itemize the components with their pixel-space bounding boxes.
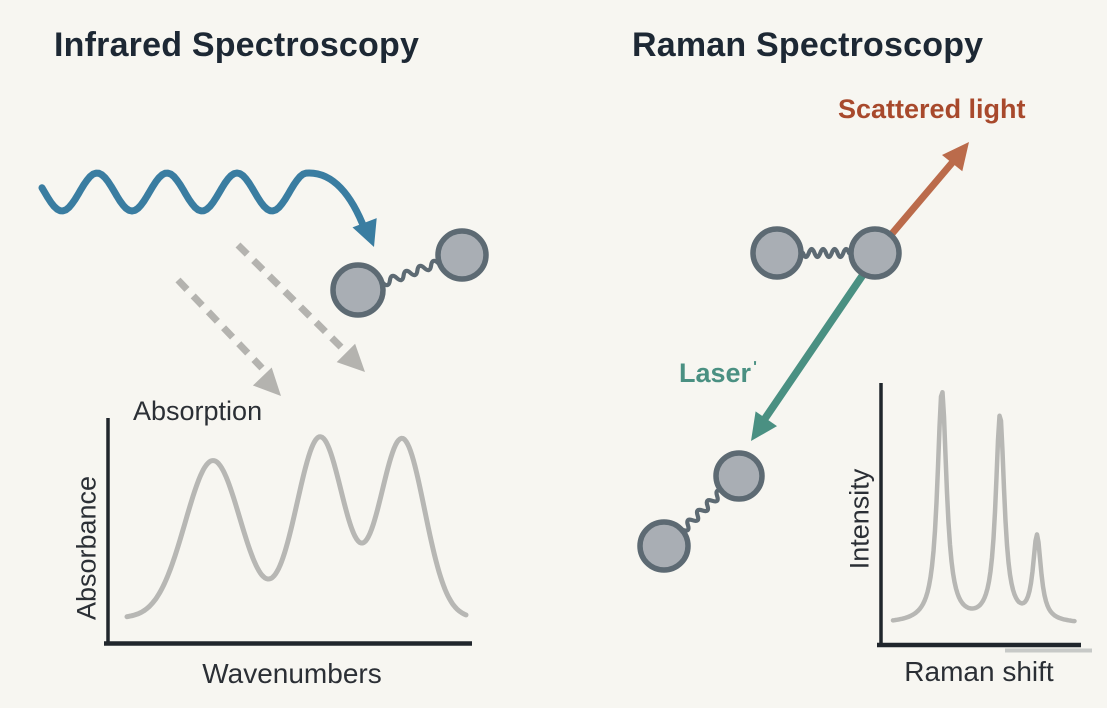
ir-light-wave (38, 169, 369, 234)
laser-label-text: Laser (679, 358, 752, 388)
ir-molecule-atom-2 (435, 228, 489, 282)
ir-molecule-atom-1 (330, 262, 386, 318)
scattered-arrow-line (886, 153, 961, 240)
laser-arrow-line (760, 259, 875, 424)
raman-molecule-bottom-atom-1 (713, 450, 765, 502)
laser-superscript-mark: ʹ (753, 359, 757, 376)
raman-molecule-top-bond-spring (800, 246, 852, 260)
ir-title: Infrared Spectroscopy (54, 26, 420, 64)
ir-spectrum-curve (124, 434, 469, 620)
ir-molecule-bond-spring (380, 258, 441, 288)
laser-label: Laser ʹ (679, 358, 757, 389)
ir-dashed-arrow-1-line (235, 242, 349, 355)
ir-dashed-arrow-2-line (175, 277, 265, 371)
ir-dashed-arrow-1-head (336, 343, 365, 372)
raman-molecule-top-atom-1 (750, 226, 804, 280)
ir-wave-arrowhead (352, 218, 377, 247)
ir-incident-wave-group (38, 169, 377, 247)
scattered-arrowhead (942, 142, 969, 172)
ir-dashed-arrow-2-head (252, 367, 281, 396)
raman-yaxis-label: Intensity (844, 468, 875, 570)
ir-yaxis-label: Absorbance (71, 475, 102, 621)
raman-xaxis-label: Raman shift (904, 656, 1054, 687)
raman-laser-arrow-group (751, 259, 875, 441)
ir-dashed-arrows-group (175, 242, 365, 396)
molecules-group (330, 226, 902, 573)
raman-spectrum-curve (890, 389, 1077, 624)
spectrum-curves-group (124, 389, 1077, 624)
ir-xaxis-label: Wavenumbers (202, 658, 382, 689)
raman-molecule-top-atom-2 (848, 226, 902, 280)
raman-molecule-bottom-bond-spring (680, 488, 725, 533)
raman-scattered-arrow-group (886, 142, 969, 240)
scattered-light-label: Scattered light (838, 94, 1026, 124)
laser-arrowhead (751, 411, 777, 441)
raman-molecule-bottom-atom-2 (637, 519, 691, 573)
chart-axes-group (104, 383, 1081, 648)
ir-chart-title: Absorption (133, 396, 263, 426)
raman-title: Raman Spectroscopy (632, 26, 984, 64)
